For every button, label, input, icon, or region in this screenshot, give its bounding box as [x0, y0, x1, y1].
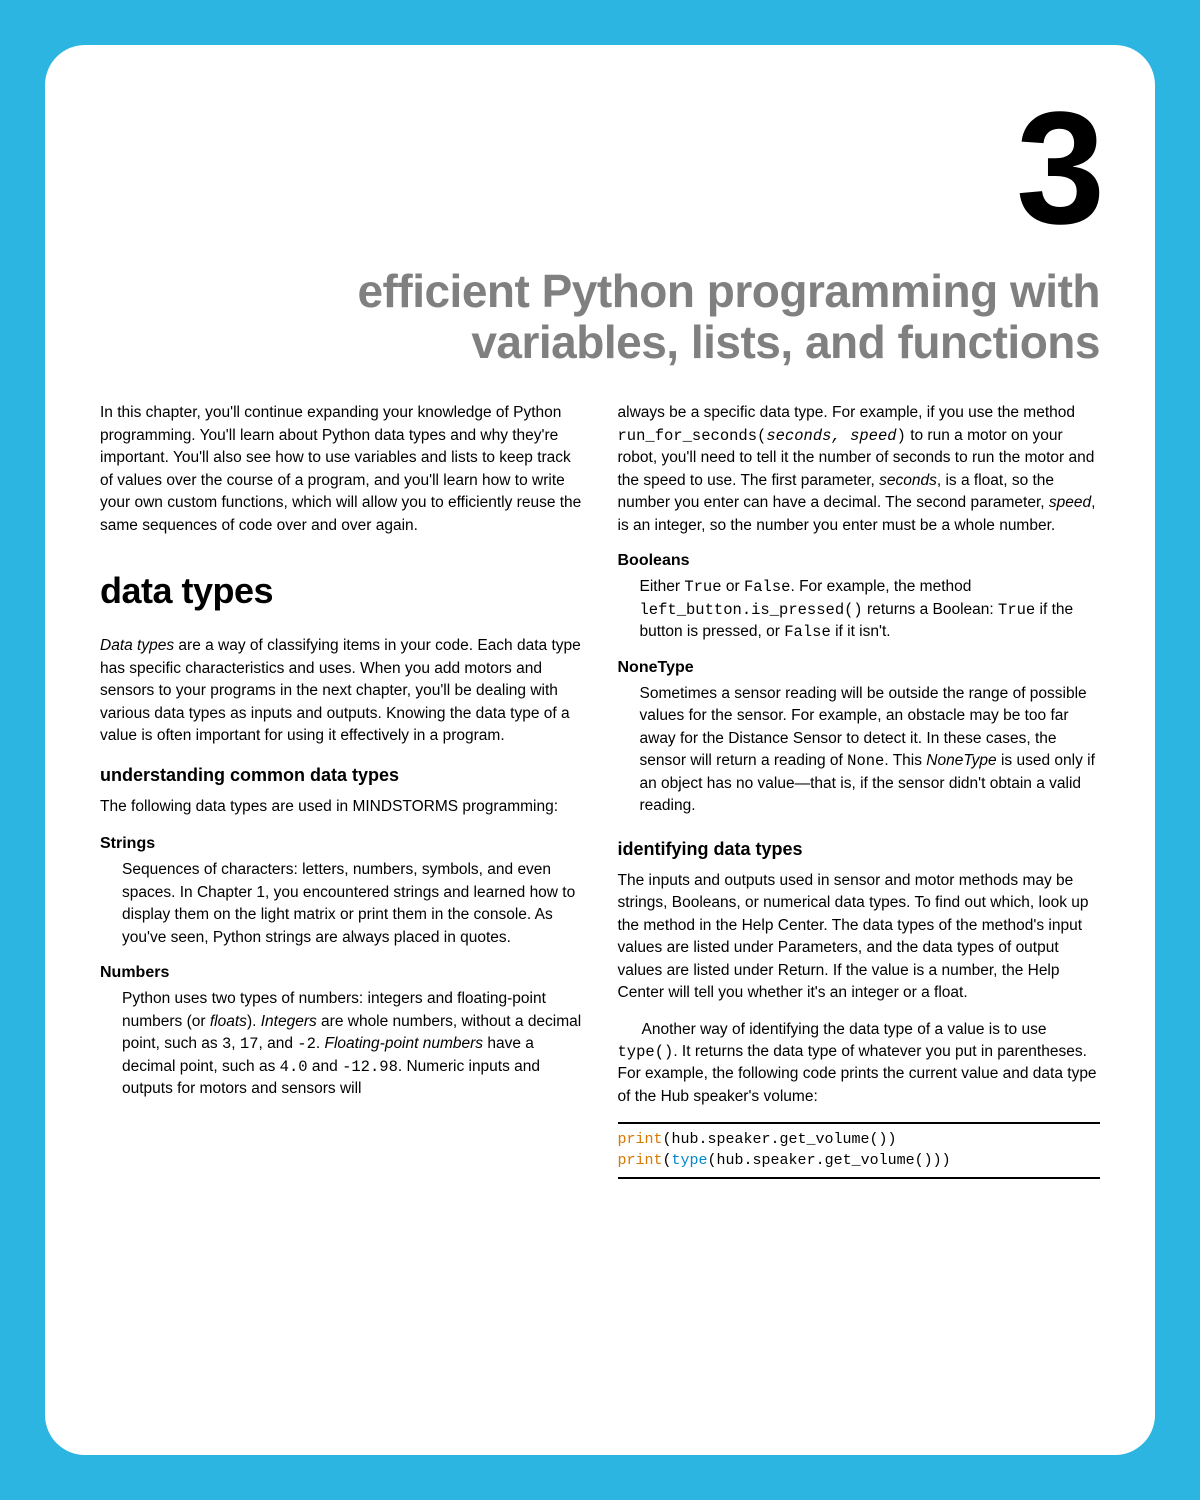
numbers-label: Numbers: [100, 961, 583, 984]
nonetype-label: NoneType: [618, 656, 1101, 679]
numbers-continued: always be a specific data type. For exam…: [618, 402, 1101, 537]
title-line-1: efficient Python programming with: [357, 265, 1100, 317]
page-container: 3 efficient Python programming with vari…: [45, 45, 1155, 1455]
title-line-2: variables, lists, and functions: [471, 316, 1100, 368]
identifying-para1: The inputs and outputs used in sensor an…: [618, 870, 1101, 1005]
section-heading-data-types: data types: [100, 565, 583, 617]
subsection-understanding: understanding common data types: [100, 762, 583, 788]
numbers-desc: Python uses two types of numbers: intege…: [122, 988, 583, 1100]
code-example: print(hub.speaker.get_volume()) print(ty…: [618, 1122, 1101, 1179]
data-types-term: Data types: [100, 637, 174, 654]
booleans-desc: Either True or False. For example, the m…: [640, 576, 1101, 643]
nonetype-desc: Sometimes a sensor reading will be outsi…: [640, 683, 1101, 818]
understanding-intro: The following data types are used in MIN…: [100, 796, 583, 818]
content-columns: In this chapter, you'll continue expandi…: [100, 402, 1100, 1179]
strings-desc: Sequences of characters: letters, number…: [122, 859, 583, 949]
strings-label: Strings: [100, 832, 583, 855]
chapter-title: efficient Python programming with variab…: [100, 266, 1100, 367]
subsection-identifying: identifying data types: [618, 836, 1101, 862]
right-column: always be a specific data type. For exam…: [618, 402, 1101, 1179]
code-line-1: print(hub.speaker.get_volume()): [618, 1130, 1101, 1150]
code-line-2: print(type(hub.speaker.get_volume())): [618, 1151, 1101, 1171]
data-types-intro: Data types are a way of classifying item…: [100, 635, 583, 747]
identifying-para2: Another way of identifying the data type…: [618, 1019, 1101, 1109]
chapter-number: 3: [100, 100, 1100, 236]
booleans-label: Booleans: [618, 549, 1101, 572]
left-column: In this chapter, you'll continue expandi…: [100, 402, 583, 1179]
intro-paragraph: In this chapter, you'll continue expandi…: [100, 402, 583, 537]
